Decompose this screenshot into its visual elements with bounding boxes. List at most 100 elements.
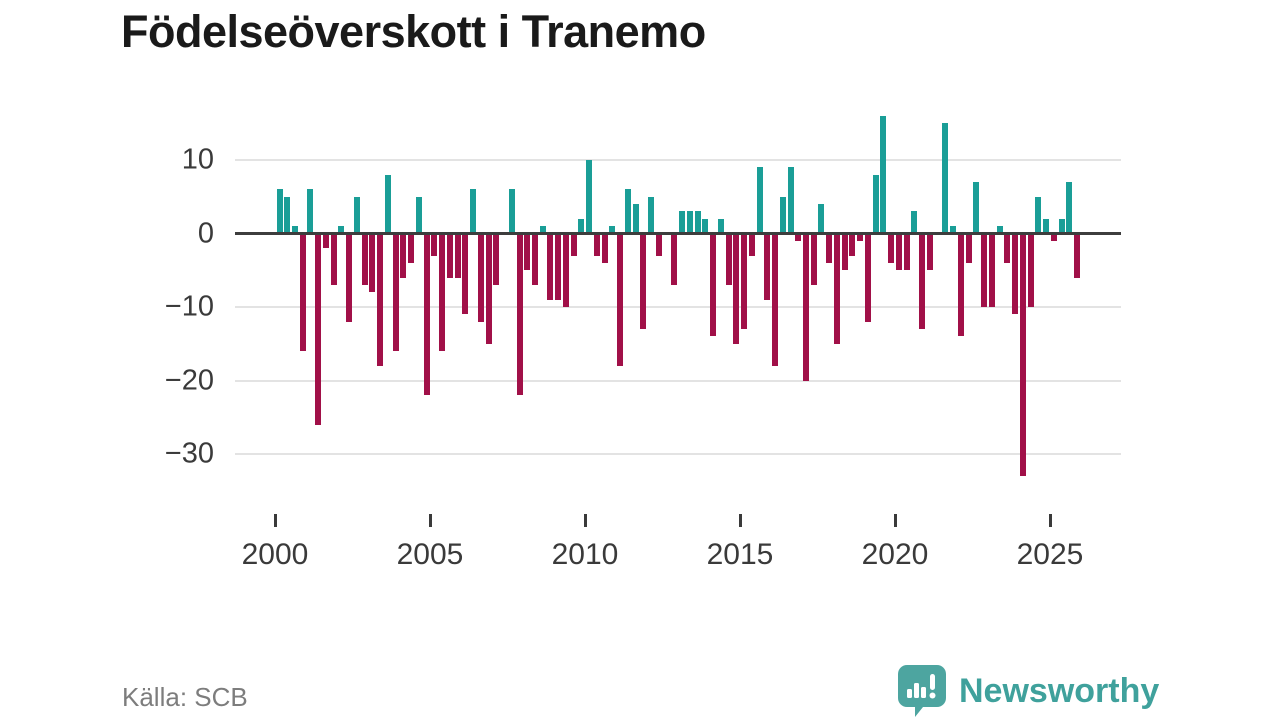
bar-negative	[957, 233, 964, 337]
bar-negative	[454, 233, 461, 278]
bar-positive	[632, 204, 639, 234]
bar-negative	[1027, 233, 1034, 307]
bar-positive	[1066, 182, 1073, 234]
bar-positive	[872, 174, 879, 234]
x-tick-label: 2015	[706, 538, 774, 571]
bar-negative	[640, 233, 647, 330]
bar-positive	[818, 204, 825, 234]
bar-positive	[539, 226, 546, 234]
bar-negative	[1050, 233, 1057, 241]
bar-negative	[981, 233, 988, 307]
bar-negative	[795, 233, 802, 241]
bar-positive	[1043, 218, 1050, 234]
bar-positive	[942, 123, 949, 234]
bar-negative	[462, 233, 469, 315]
bar-positive	[578, 218, 585, 234]
bar-negative	[764, 233, 771, 300]
bar-negative	[446, 233, 453, 278]
x-tick	[893, 514, 897, 527]
y-tick-label: −30	[164, 437, 214, 470]
bar-positive	[276, 189, 283, 234]
bar-negative	[532, 233, 538, 285]
bar-positive	[717, 218, 724, 234]
bar-negative	[617, 233, 624, 366]
bar-positive	[1035, 196, 1042, 234]
bar-negative	[547, 233, 554, 300]
bar-negative	[803, 233, 809, 381]
bar-positive	[609, 226, 616, 234]
bar-positive	[338, 226, 345, 234]
y-gridline	[235, 453, 1121, 455]
bar-negative	[857, 233, 864, 241]
bar-positive	[624, 189, 631, 234]
y-gridline	[235, 379, 1121, 382]
bar-negative	[1004, 233, 1011, 263]
bar-positive	[307, 189, 314, 234]
bar-negative	[392, 233, 399, 352]
bar-positive	[996, 226, 1003, 234]
bar-positive	[648, 196, 655, 234]
y-tick-label: −20	[164, 364, 214, 396]
bar-negative	[408, 233, 415, 263]
y-tick-label: 0	[197, 217, 214, 249]
bar-negative	[555, 233, 562, 300]
bar-negative	[849, 233, 856, 256]
bar-positive	[679, 211, 686, 234]
bar-negative	[485, 233, 492, 344]
bar-positive	[911, 211, 918, 234]
bar-positive	[415, 196, 422, 234]
bar-negative	[423, 233, 430, 396]
bar-negative	[1012, 233, 1019, 315]
bar-negative	[315, 233, 322, 425]
bar-negative	[671, 233, 678, 285]
bar-negative	[733, 233, 740, 344]
bar-negative	[710, 233, 717, 337]
bar-negative	[926, 233, 933, 271]
bar-negative	[377, 233, 384, 366]
bar-positive	[694, 211, 701, 234]
bar-negative	[524, 233, 531, 271]
x-tick	[583, 514, 587, 527]
bar-negative	[810, 233, 817, 285]
bar-negative	[772, 233, 779, 366]
y-tick-label: −10	[164, 290, 214, 323]
bar-positive	[950, 226, 957, 234]
bar-negative	[903, 233, 910, 271]
x-tick-label: 2000	[241, 538, 309, 571]
bar-negative	[439, 233, 446, 352]
bar-negative	[601, 233, 608, 263]
bar-negative	[346, 233, 353, 322]
bar-negative	[841, 233, 848, 271]
x-tick-label: 2005	[396, 538, 464, 571]
bar-negative	[826, 233, 833, 263]
bar-positive	[586, 160, 593, 234]
bar-negative	[741, 233, 748, 330]
bar-positive	[284, 196, 291, 234]
bar-negative	[1073, 233, 1080, 278]
x-tick	[1048, 514, 1052, 527]
bar-negative	[361, 233, 368, 285]
bar-negative	[833, 233, 840, 344]
bar-negative	[299, 233, 306, 352]
bar-negative	[748, 233, 755, 256]
bar-positive	[787, 167, 794, 234]
bar-positive	[779, 196, 786, 234]
x-tick	[273, 514, 277, 527]
bar-negative	[400, 233, 407, 278]
bar-positive	[880, 115, 887, 234]
bar-positive	[973, 182, 980, 234]
bar-negative	[988, 233, 995, 307]
bar-positive	[291, 226, 298, 234]
bar-negative	[888, 233, 895, 263]
bar-negative	[322, 233, 329, 249]
bar-negative	[493, 233, 500, 285]
bar-negative	[431, 233, 438, 256]
x-tick-label: 2020	[861, 538, 929, 571]
brand-name: Newsworthy	[959, 672, 1160, 710]
bar-negative	[655, 233, 662, 256]
bar-negative	[864, 233, 871, 322]
y-gridline	[235, 159, 1121, 161]
bar-positive	[384, 174, 391, 234]
